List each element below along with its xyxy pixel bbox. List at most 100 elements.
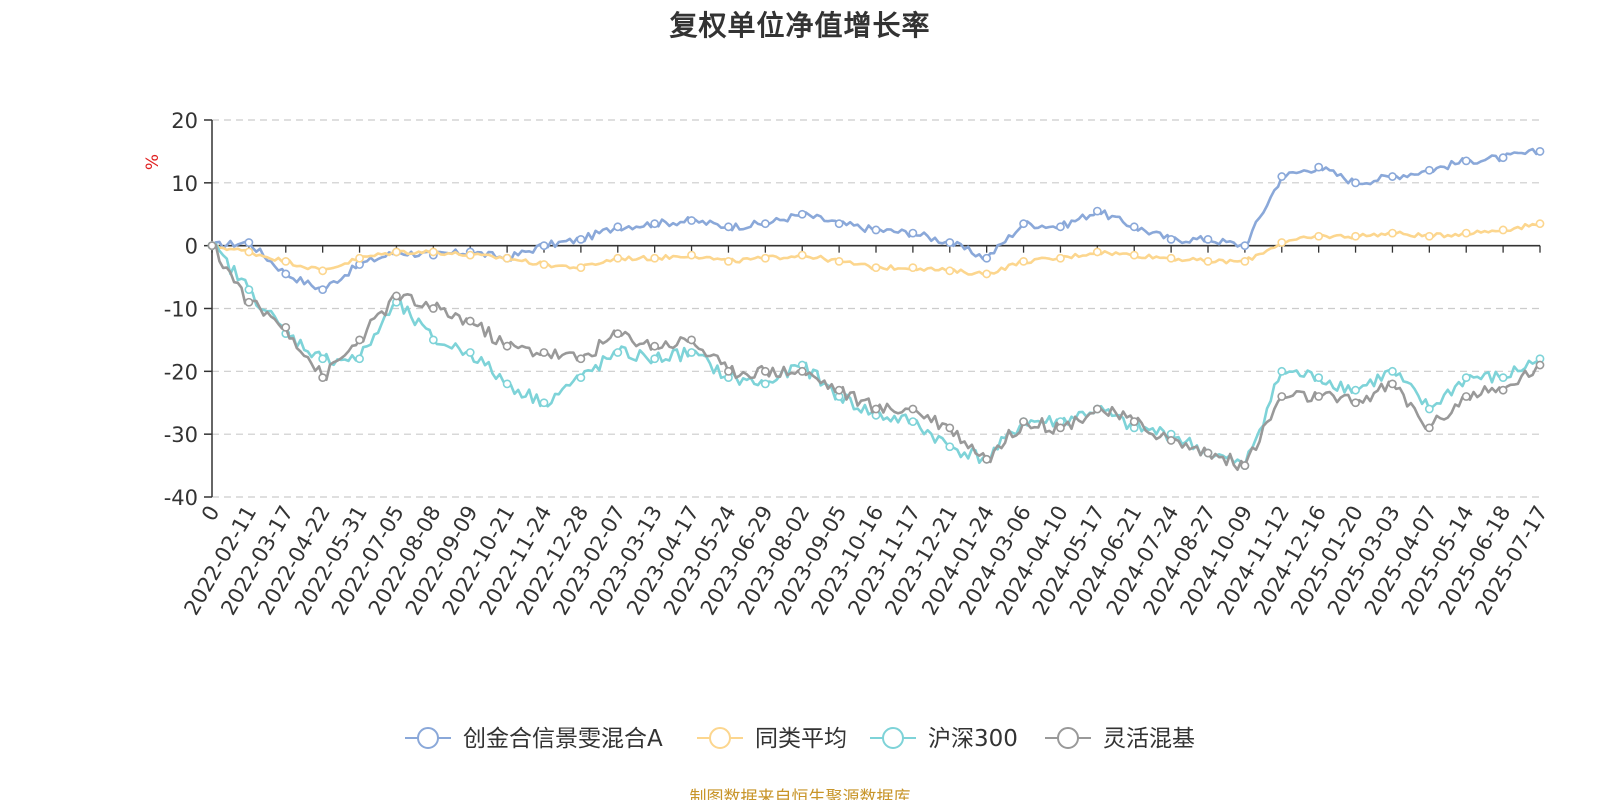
- data-point: [613, 348, 623, 357]
- data-point: [392, 247, 401, 257]
- legend-item[interactable]: 创金合信景雯混合A: [405, 726, 663, 752]
- data-point: [244, 238, 254, 247]
- data-point: [1388, 366, 1397, 376]
- data-point: [1314, 392, 1324, 401]
- data-point: [1240, 241, 1250, 251]
- legend-marker: [709, 727, 731, 749]
- data-point: [465, 250, 475, 260]
- data-point: [244, 247, 254, 257]
- data-point: [650, 253, 660, 263]
- data-point: [908, 263, 918, 273]
- data-point: [1056, 253, 1065, 263]
- data-point: [318, 373, 328, 383]
- data-point: [687, 250, 696, 260]
- data-point: [465, 348, 475, 357]
- data-point: [834, 256, 844, 266]
- data-point: [539, 260, 549, 269]
- data-point: [908, 404, 918, 414]
- data-point: [318, 266, 328, 276]
- data-point: [1351, 385, 1360, 395]
- data-point: [244, 285, 254, 295]
- data-point: [1240, 256, 1250, 266]
- data-point: [1166, 253, 1176, 263]
- data-point: [982, 454, 992, 464]
- data-point: [650, 341, 660, 351]
- data-point: [207, 241, 217, 251]
- data-point: [982, 253, 992, 263]
- data-point: [318, 285, 328, 295]
- data-point: [1461, 228, 1471, 238]
- data-point: [613, 329, 623, 339]
- y-tick-label: 10: [171, 172, 198, 196]
- data-point: [1240, 461, 1250, 470]
- data-point: [797, 250, 807, 260]
- data-point: [281, 322, 291, 332]
- data-point: [797, 209, 807, 219]
- data-point: [1129, 222, 1139, 232]
- data-point: [539, 241, 549, 251]
- series-line: [211, 242, 1541, 467]
- data-point: [945, 423, 955, 433]
- data-point: [1461, 392, 1471, 401]
- data-point: [908, 228, 918, 238]
- data-point: [613, 222, 623, 232]
- data-point: [355, 354, 364, 364]
- data-point: [1203, 256, 1213, 266]
- y-tick-label: 0: [185, 235, 198, 259]
- data-point: [1092, 404, 1102, 414]
- data-point: [1498, 225, 1508, 235]
- data-point: [1498, 373, 1508, 383]
- data-point: [871, 263, 881, 273]
- y-axis-label: %: [143, 154, 163, 170]
- data-point: [1277, 392, 1287, 401]
- data-point: [1314, 373, 1324, 383]
- data-point: [1092, 247, 1102, 257]
- data-point: [1388, 228, 1397, 238]
- legend[interactable]: 创金合信景雯混合A 同类平均 沪深300 灵活混基: [405, 726, 1195, 752]
- data-point: [797, 366, 807, 376]
- data-point: [760, 379, 770, 389]
- data-point: [1314, 231, 1324, 241]
- y-tick-label: -30: [164, 423, 198, 447]
- data-point: [1535, 147, 1545, 156]
- data-point: [1277, 172, 1287, 181]
- legend-marker: [417, 727, 439, 749]
- data-point: [1203, 234, 1213, 244]
- data-point: [281, 269, 291, 279]
- data-point: [1351, 178, 1360, 188]
- data-point: [1056, 423, 1065, 433]
- data-point: [834, 219, 844, 229]
- data-point: [1388, 172, 1397, 181]
- legend-item[interactable]: 同类平均: [697, 726, 847, 752]
- data-point: [1203, 448, 1213, 458]
- data-point: [1424, 165, 1434, 175]
- legend-item[interactable]: 灵活混基: [1045, 726, 1195, 752]
- legend-item[interactable]: 沪深300: [870, 726, 1018, 752]
- data-point: [1129, 250, 1139, 260]
- data-point: [724, 256, 733, 266]
- grid-lines: [212, 119, 1540, 498]
- data-point: [539, 348, 549, 357]
- data-point: [945, 238, 955, 247]
- data-point: [1277, 238, 1287, 247]
- data-point: [576, 263, 586, 273]
- data-point: [392, 291, 401, 301]
- legend-label: 沪深300: [928, 726, 1018, 752]
- data-point: [1092, 206, 1102, 216]
- data-point: [1498, 385, 1508, 395]
- data-point: [724, 222, 733, 232]
- data-point: [502, 253, 512, 263]
- data-point: [502, 379, 512, 389]
- data-point: [576, 373, 586, 383]
- data-point: [760, 253, 770, 263]
- data-point: [428, 304, 438, 313]
- series-lines: [207, 147, 1545, 471]
- data-point: [1166, 234, 1176, 244]
- data-point: [1019, 219, 1028, 229]
- data-point: [687, 216, 696, 225]
- data-point: [1424, 404, 1434, 414]
- data-point: [1129, 417, 1139, 426]
- legend-label: 灵活混基: [1103, 726, 1195, 752]
